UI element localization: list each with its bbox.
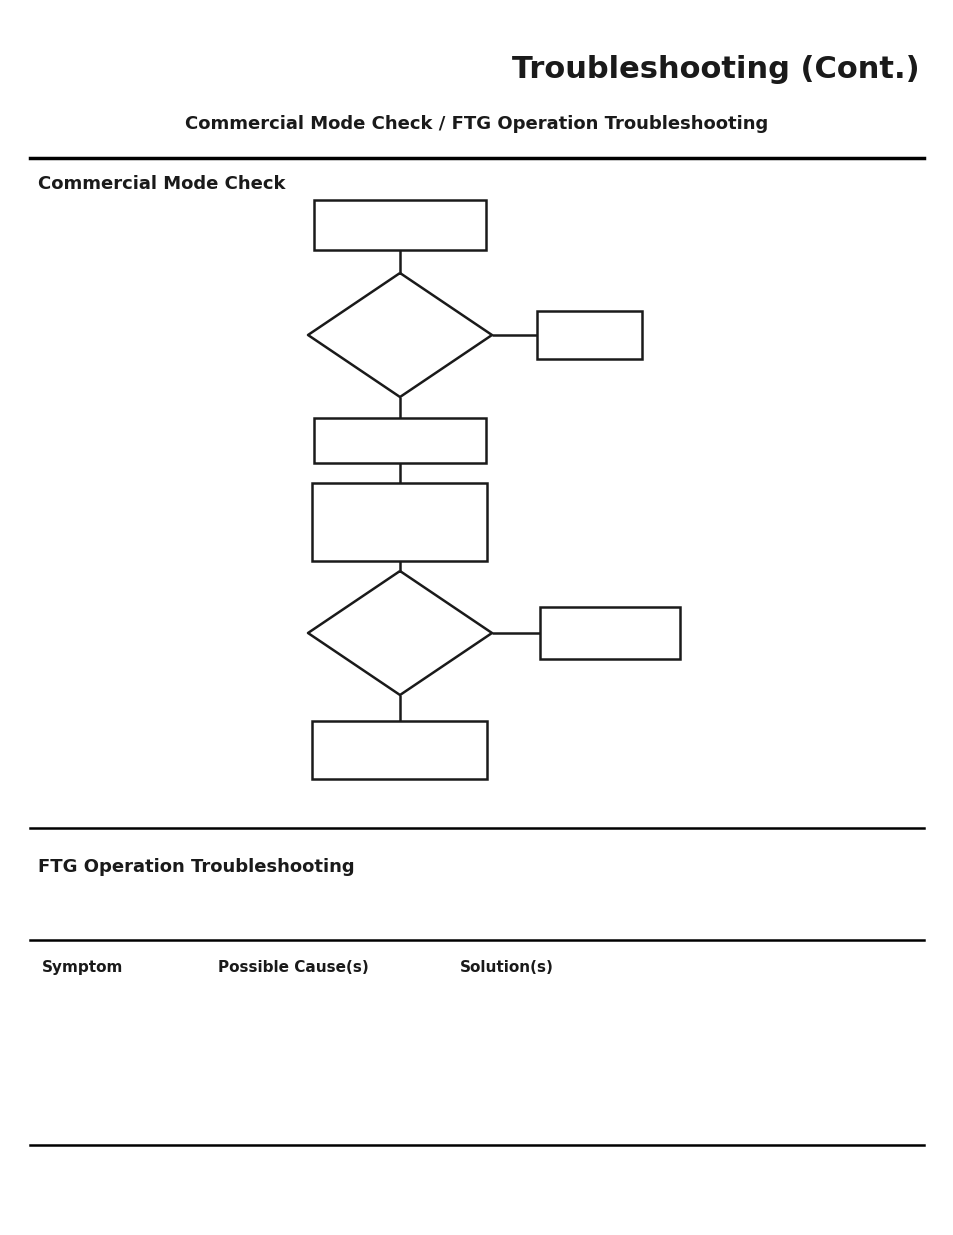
Text: Troubleshooting (Cont.): Troubleshooting (Cont.)	[512, 56, 919, 84]
Bar	[314, 417, 485, 462]
Bar	[313, 483, 487, 561]
Text: Commercial Mode Check / FTG Operation Troubleshooting: Commercial Mode Check / FTG Operation Tr…	[185, 115, 768, 133]
Bar	[537, 311, 641, 359]
Bar	[314, 200, 485, 249]
Text: Commercial Mode Check: Commercial Mode Check	[38, 175, 285, 193]
Text: FTG Operation Troubleshooting: FTG Operation Troubleshooting	[38, 858, 355, 876]
Text: Symptom: Symptom	[42, 960, 123, 974]
Text: Solution(s): Solution(s)	[459, 960, 554, 974]
Bar	[313, 721, 487, 779]
Text: Possible Cause(s): Possible Cause(s)	[218, 960, 369, 974]
Bar	[539, 606, 679, 659]
